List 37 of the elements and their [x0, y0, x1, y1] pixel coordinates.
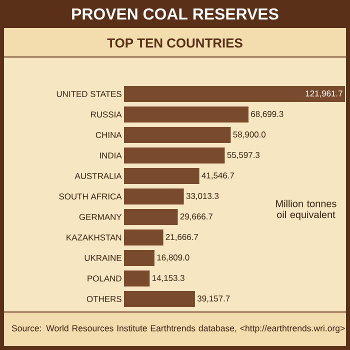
bar [124, 148, 225, 164]
y-tick-label: INDIA [100, 152, 122, 158]
y-tick-label: RUSSIA [90, 112, 122, 118]
bar [124, 127, 231, 143]
data-label: 33,013.3 [186, 193, 219, 200]
bar [124, 230, 164, 246]
y-tick-label: SOUTH AFRICA [59, 194, 122, 200]
data-label: 39,157.7 [197, 296, 230, 302]
y-tick-label: AUSTRALIA [74, 173, 122, 179]
bar [124, 270, 150, 286]
source-note: Source: World Resources Institute Earthtrends database, <http://earthtrends.wri.org> [12, 324, 345, 334]
annotation: Million tonnes oil equivalent [276, 200, 336, 220]
data-label: 14,153.3 [152, 275, 184, 282]
data-label: 55,597.3 [227, 152, 260, 159]
y-tick-label: GERMANY [79, 214, 122, 220]
bar [124, 291, 195, 307]
y-tick-label: UNITED STATES [56, 91, 122, 97]
data-label: 29,666.7 [180, 214, 212, 220]
data-label: 21,666.7 [166, 234, 198, 241]
y-tick-label: KAZAKHSTAN [66, 234, 122, 240]
bar [124, 250, 154, 266]
bar [124, 209, 178, 225]
chart-subtitle: TOP TEN COUNTRIES [107, 38, 242, 48]
data-label: 68,699.3 [251, 111, 284, 118]
bar [124, 168, 200, 184]
chart-title: PROVEN COAL RESERVES [72, 8, 278, 20]
bar [124, 86, 346, 102]
y-tick-label: OTHERS [86, 296, 122, 302]
data-label: 121,961.7 [306, 90, 342, 98]
bar [124, 188, 184, 204]
y-tick-label: CHINA [96, 132, 122, 138]
data-label: 58,900.0 [233, 132, 266, 138]
data-label: 41,546.7 [202, 172, 234, 180]
y-tick-label: UKRAINE [84, 255, 122, 261]
data-label: 16,809.0 [157, 254, 190, 262]
y-tick-label: POLAND [88, 276, 122, 282]
bar [124, 106, 248, 122]
